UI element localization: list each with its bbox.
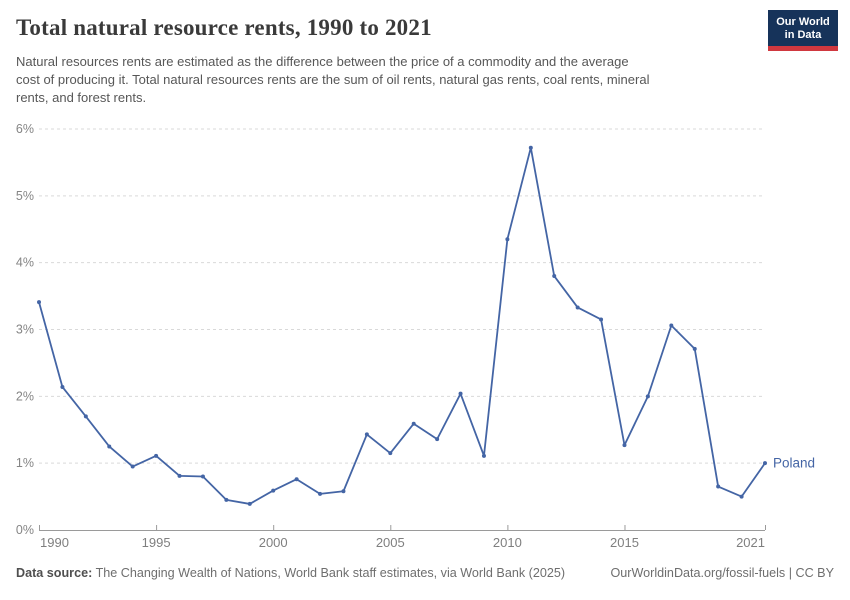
data-point[interactable] xyxy=(411,421,416,426)
data-point[interactable] xyxy=(154,453,159,458)
chart-footer: Data source: The Changing Wealth of Nati… xyxy=(16,565,834,581)
data-point[interactable] xyxy=(763,461,767,466)
data-point[interactable] xyxy=(622,443,627,448)
y-axis-tick-label: 5% xyxy=(16,189,34,203)
owid-logo-line1: Our World xyxy=(776,16,830,28)
data-point[interactable] xyxy=(692,346,697,351)
data-point[interactable] xyxy=(177,473,182,478)
data-point[interactable] xyxy=(247,501,252,506)
data-point[interactable] xyxy=(318,491,323,496)
series-line[interactable] xyxy=(38,146,766,505)
data-point[interactable] xyxy=(575,305,580,310)
data-point[interactable] xyxy=(599,317,604,322)
y-axis-tick-label: 6% xyxy=(16,122,34,136)
x-axis-tick-label: 2000 xyxy=(259,535,288,550)
data-point[interactable] xyxy=(294,477,299,482)
data-source-text: The Changing Wealth of Nations, World Ba… xyxy=(92,566,566,580)
chart-subtitle: Natural resources rents are estimated as… xyxy=(16,53,776,107)
subtitle-line: rents, and forest rents. xyxy=(16,90,147,105)
data-point[interactable] xyxy=(107,444,112,449)
y-axis-tick-label: 1% xyxy=(16,456,34,470)
subtitle-line: Natural resources rents are estimated as… xyxy=(16,54,629,69)
data-point[interactable] xyxy=(83,414,88,419)
data-point[interactable] xyxy=(458,391,463,396)
x-axis-tick-label: 1995 xyxy=(142,535,171,550)
data-point[interactable] xyxy=(364,432,369,437)
data-point[interactable] xyxy=(435,437,440,442)
y-axis-tick-label: 3% xyxy=(16,323,34,337)
x-axis-tick-label: 2021 xyxy=(736,535,765,550)
owid-logo[interactable]: Our World in Data xyxy=(768,10,838,51)
owid-logo-line2: in Data xyxy=(784,29,822,41)
data-point[interactable] xyxy=(505,237,510,242)
data-point[interactable] xyxy=(481,453,486,458)
data-point[interactable] xyxy=(388,451,393,456)
data-point[interactable] xyxy=(60,384,65,389)
y-axis-tick-label: 0% xyxy=(16,523,34,537)
x-axis-tick-label: 2010 xyxy=(493,535,522,550)
data-point[interactable] xyxy=(224,497,229,502)
data-point[interactable] xyxy=(271,488,276,493)
footer-link[interactable]: OurWorldinData.org/fossil-fuels | CC BY xyxy=(610,566,834,580)
data-point[interactable] xyxy=(739,494,744,499)
data-point[interactable] xyxy=(341,489,346,494)
data-point[interactable] xyxy=(552,274,557,279)
subtitle-line: cost of producing it. Total natural reso… xyxy=(16,72,650,87)
data-point[interactable] xyxy=(37,300,41,305)
y-axis-tick-label: 4% xyxy=(16,256,34,270)
x-axis-tick-label: 2015 xyxy=(610,535,639,550)
data-point[interactable] xyxy=(669,323,674,328)
data-point[interactable] xyxy=(200,474,205,479)
data-point[interactable] xyxy=(130,464,135,469)
y-axis-tick-label: 2% xyxy=(16,389,34,403)
data-source-label: Data source: xyxy=(16,566,93,580)
page-title: Total natural resource rents, 1990 to 20… xyxy=(16,15,432,40)
data-point[interactable] xyxy=(645,394,650,399)
x-axis-tick-label: 1990 xyxy=(40,535,69,550)
x-axis-tick-label: 2005 xyxy=(376,535,405,550)
data-source: Data source: The Changing Wealth of Nati… xyxy=(16,565,565,581)
data-point[interactable] xyxy=(528,145,533,150)
series-label[interactable]: Poland xyxy=(773,456,815,471)
data-point[interactable] xyxy=(716,484,721,489)
